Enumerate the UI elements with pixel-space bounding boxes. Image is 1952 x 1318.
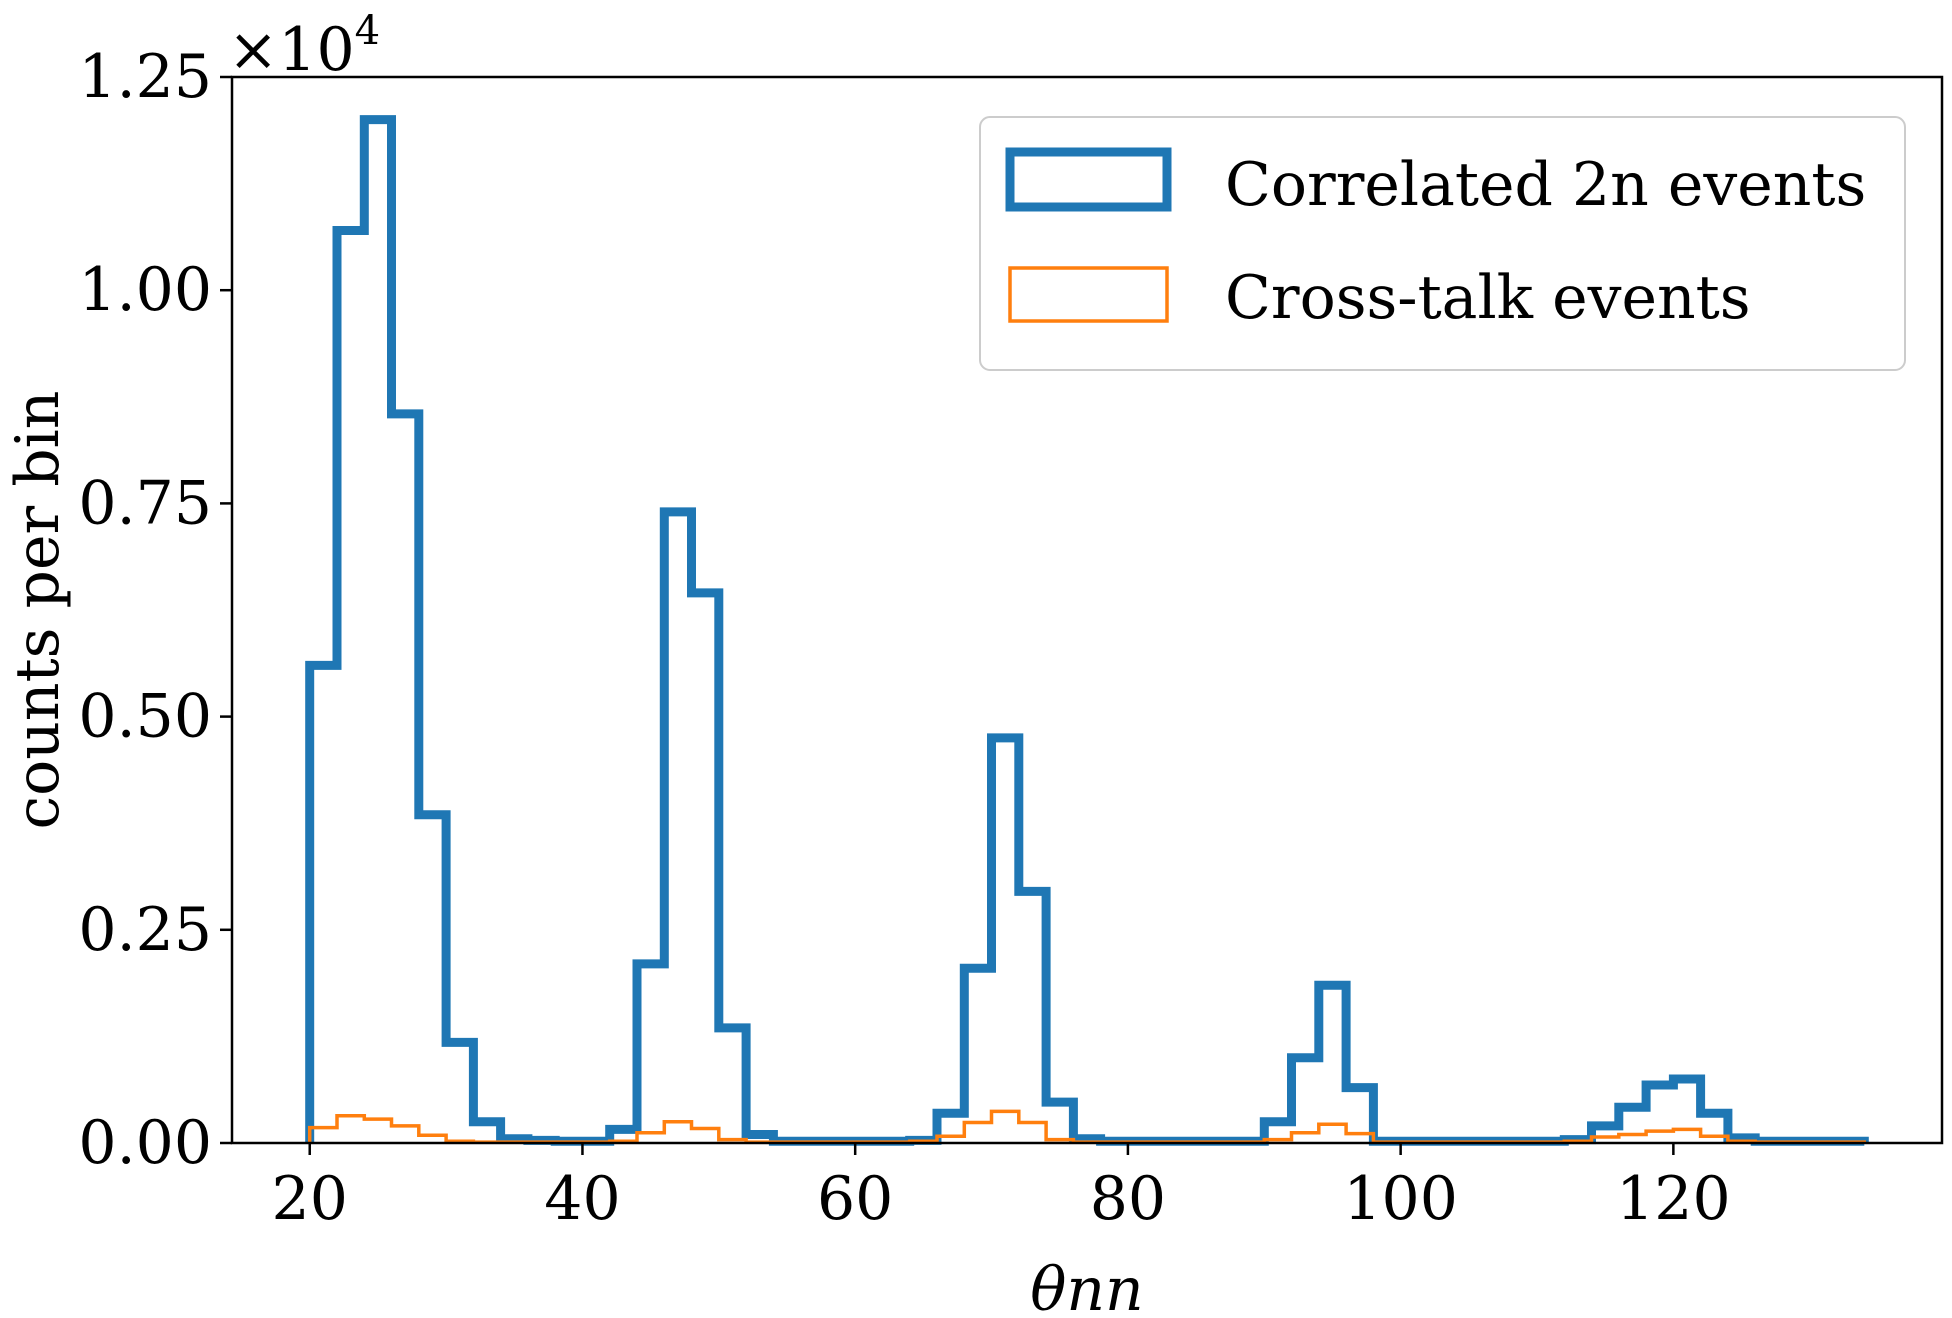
legend-swatch-correlated	[1005, 147, 1172, 212]
histogram-series-0	[305, 115, 1869, 1146]
x-tick-label: 100	[1343, 1164, 1458, 1234]
x-tick-label: 60	[817, 1164, 893, 1234]
plot-frame	[230, 75, 1944, 1145]
y-axis-label: counts per bin	[3, 391, 73, 830]
legend-label-correlated: Correlated 2n events	[1225, 150, 1866, 220]
y-axis-multiplier-exponent: 4	[355, 8, 380, 54]
legend-box	[979, 116, 1906, 371]
y-axis-multiplier-base: ×10	[228, 15, 355, 85]
x-tick-label: 20	[272, 1164, 348, 1234]
y-tick-label: 1.25	[78, 42, 212, 112]
legend-swatch-crosstalk	[1008, 266, 1169, 323]
y-tick-label: 0.25	[78, 895, 212, 965]
x-tick-label: 120	[1616, 1164, 1731, 1234]
legend-label-crosstalk: Cross-talk events	[1225, 263, 1751, 333]
legend: Correlated 2n events Cross-talk events	[979, 116, 1906, 371]
y-tick-label: 0.50	[78, 682, 212, 752]
y-tick-label: 0.00	[78, 1108, 212, 1178]
x-axis-ticks: 20 40 60 80 100 120	[272, 1143, 1731, 1234]
x-tick-label: 40	[544, 1164, 620, 1234]
y-axis-ticks: 0.00 0.25 0.50 0.75 1.00 1.25	[78, 42, 232, 1178]
x-tick-label: 80	[1090, 1164, 1166, 1234]
y-tick-label: 1.00	[78, 255, 212, 325]
y-axis-multiplier: ×104	[228, 8, 380, 85]
x-axis-label: θnn	[1030, 1255, 1143, 1318]
y-tick-label: 0.75	[78, 468, 212, 538]
